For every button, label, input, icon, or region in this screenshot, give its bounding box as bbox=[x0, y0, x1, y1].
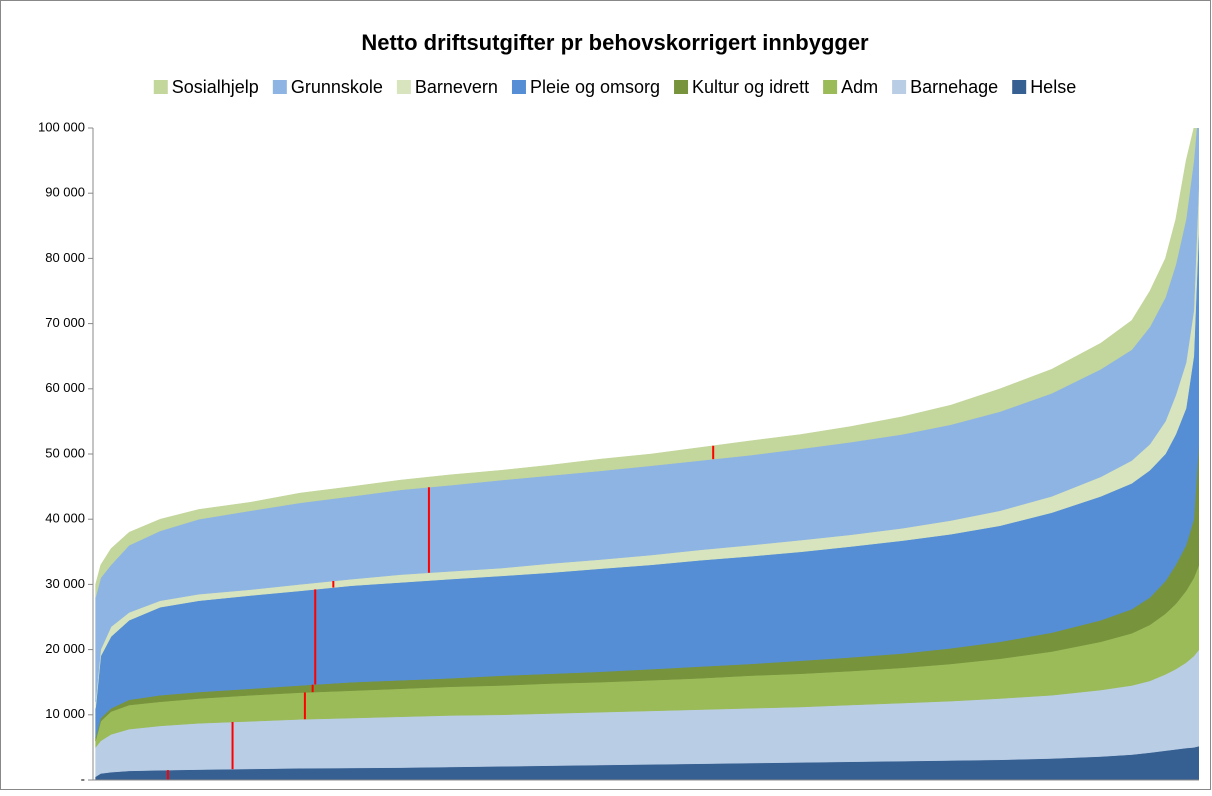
plot-area bbox=[95, 128, 1199, 780]
area bbox=[95, 128, 1197, 598]
y-tick-label: 50 000 bbox=[45, 445, 85, 460]
legend-swatch bbox=[1012, 80, 1027, 94]
legend-swatch bbox=[153, 80, 168, 94]
legend-label: Pleie og omsorg bbox=[530, 77, 660, 97]
legend-label: Barnehage bbox=[910, 77, 998, 97]
y-tick-label: 80 000 bbox=[45, 250, 85, 265]
legend-swatch bbox=[823, 80, 838, 94]
legend-label: Grunnskole bbox=[291, 77, 383, 97]
legend-swatch bbox=[892, 80, 907, 94]
legend-swatch bbox=[674, 80, 689, 94]
y-tick-label: 10 000 bbox=[45, 706, 85, 721]
legend-label: Barnevern bbox=[415, 77, 498, 97]
legend-swatch bbox=[511, 80, 526, 94]
legend-label: Adm bbox=[841, 77, 878, 97]
y-tick-label: 100 000 bbox=[38, 119, 85, 134]
legend-swatch bbox=[396, 80, 411, 94]
legend-label: Kultur og idrett bbox=[692, 77, 809, 97]
y-tick-label: 70 000 bbox=[45, 315, 85, 330]
chart-title: Netto driftsutgifter pr behovskorrigert … bbox=[361, 30, 869, 55]
legend-swatch bbox=[272, 80, 287, 94]
legend-label: Helse bbox=[1030, 77, 1076, 97]
y-tick-label: - bbox=[81, 771, 85, 786]
y-tick-label: 20 000 bbox=[45, 641, 85, 656]
y-tick-label: 30 000 bbox=[45, 576, 85, 591]
overlay: - 10 000 20 000 30 000 40 000 50 000 60 000 70 … bbox=[38, 77, 1199, 786]
y-tick-label: 60 000 bbox=[45, 380, 85, 395]
legend-label: Sosialhjelp bbox=[172, 77, 259, 97]
y-tick-label: 90 000 bbox=[45, 185, 85, 200]
y-tick-label: 40 000 bbox=[45, 511, 85, 526]
